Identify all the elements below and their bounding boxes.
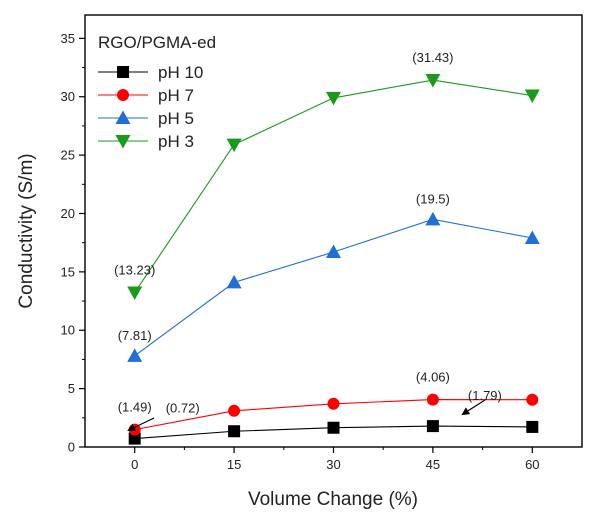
annotations: (13.23) (7.81) (1.49) (0.72) (31.43) (19.5) (4… <box>114 50 502 416</box>
legend-label: pH 5 <box>158 109 194 128</box>
data-point-ph-3 <box>226 138 242 153</box>
series-markers <box>127 74 540 445</box>
x-tick-label: 15 <box>227 457 241 472</box>
y-tick-label: 10 <box>61 323 75 338</box>
x-axis-title: Volume Change (%) <box>248 489 418 510</box>
y-tick-label: 20 <box>61 206 75 221</box>
annotation-label: (1.79) <box>468 388 502 403</box>
axis-ticks <box>79 37 533 453</box>
data-point-ph-10 <box>128 432 141 445</box>
y-tick-label: 0 <box>68 440 75 455</box>
y-axis-title: Conductivity (S/m) <box>16 153 37 308</box>
data-point-ph-7 <box>228 404 241 417</box>
annotation-label: (0.72) <box>166 401 200 416</box>
data-point-ph-5 <box>226 274 242 289</box>
legend-label: pH 7 <box>158 86 194 105</box>
annotation-label: (31.43) <box>412 50 453 65</box>
legend: RGO/PGMA-ed pH 10 pH 7 pH 5 pH 3 <box>98 33 216 151</box>
x-tick-label: 0 <box>131 457 138 472</box>
legend-marker <box>117 66 129 78</box>
data-point-ph-10 <box>526 420 539 433</box>
data-point-ph-10 <box>327 421 340 434</box>
series-line-ph-5 <box>134 218 533 357</box>
data-point-ph-7 <box>526 393 539 406</box>
legend-marker <box>115 110 131 124</box>
data-point-ph-7 <box>426 393 439 406</box>
data-point-ph-3 <box>326 91 341 106</box>
legend-marker <box>115 135 131 149</box>
series-lines <box>134 79 533 440</box>
x-tick-label: 60 <box>525 457 539 472</box>
data-point-ph-5 <box>326 244 341 259</box>
axis-tick-labels: 0 15 30 45 60 0 5 10 15 20 25 30 35 <box>61 31 540 472</box>
annotation-arrow <box>461 399 486 416</box>
legend-title: RGO/PGMA-ed <box>98 33 216 52</box>
annotation-label: (13.23) <box>114 263 155 278</box>
y-tick-label: 25 <box>61 148 75 163</box>
data-point-ph-3 <box>524 89 540 104</box>
data-point-ph-7 <box>327 397 340 410</box>
data-point-ph-5 <box>127 348 143 362</box>
annotation-label: (4.06) <box>416 370 450 385</box>
x-tick-label: 30 <box>326 457 340 472</box>
annotation-label: (19.5) <box>416 191 450 206</box>
data-point-ph-10 <box>228 425 241 438</box>
legend-marker <box>117 89 129 101</box>
annotation-arrows <box>127 399 486 432</box>
y-tick-label: 5 <box>68 381 75 396</box>
annotation-label: (1.49) <box>118 400 152 415</box>
y-tick-label: 30 <box>61 89 75 104</box>
data-point-ph-3 <box>425 74 441 88</box>
data-point-ph-3 <box>127 286 143 301</box>
annotation-label: (7.81) <box>118 328 152 343</box>
data-point-ph-5 <box>425 211 441 226</box>
y-tick-label: 15 <box>61 264 75 279</box>
series-line-ph-3 <box>134 79 533 293</box>
data-point-ph-5 <box>524 230 540 245</box>
legend-label: pH 10 <box>158 63 203 82</box>
data-point-ph-10 <box>426 420 439 433</box>
legend-label: pH 3 <box>158 132 194 151</box>
x-tick-label: 45 <box>426 457 440 472</box>
annotation-arrow <box>127 417 155 432</box>
y-tick-label: 35 <box>61 31 75 46</box>
